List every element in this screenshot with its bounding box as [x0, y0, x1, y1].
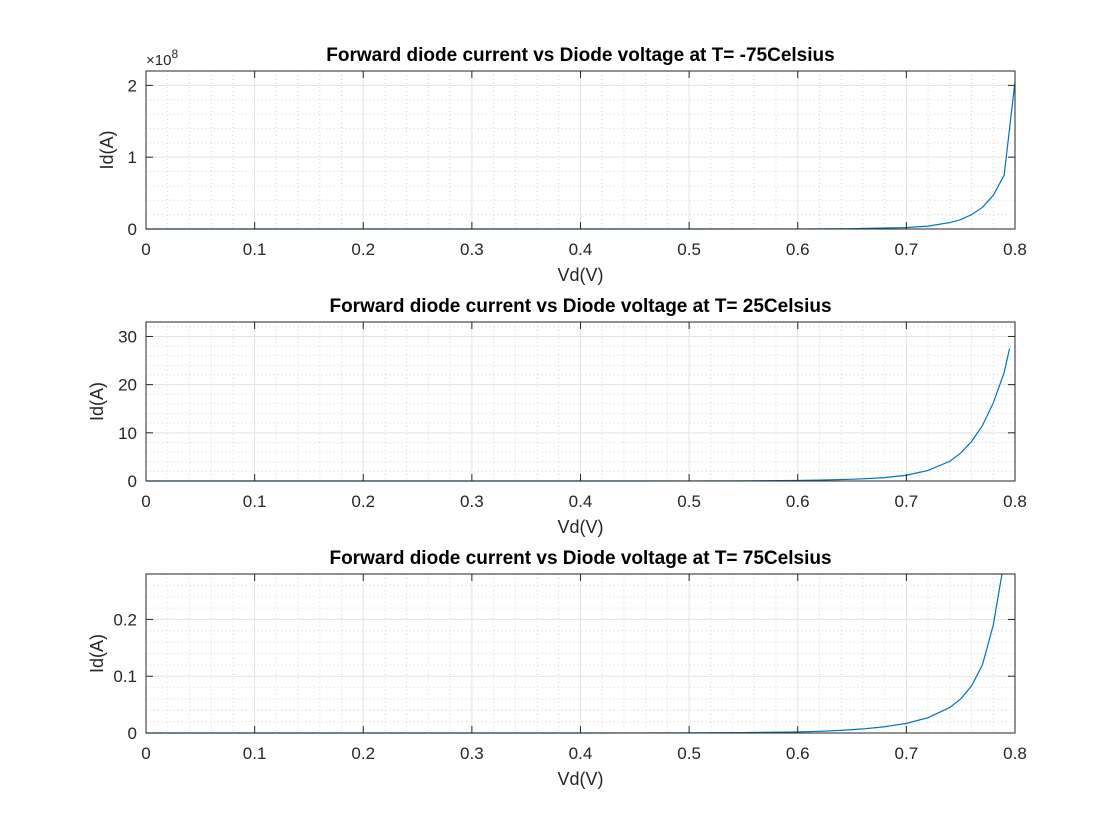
chart-title: Forward diode current vs Diode voltage a… [326, 45, 834, 66]
y-exponent-label: ×108 [146, 47, 178, 69]
x-tick-label: 0.6 [786, 744, 810, 763]
x-tick-label: 0.5 [677, 240, 701, 259]
x-tick-label: 0.7 [895, 492, 919, 511]
x-tick-label: 0.8 [1003, 240, 1027, 259]
y-tick-label: 10 [118, 424, 137, 443]
x-tick-label: 0.1 [243, 744, 267, 763]
x-tick-label: 0.3 [460, 744, 484, 763]
x-tick-label: 0.2 [351, 492, 375, 511]
x-tick-label: 0.6 [786, 240, 810, 259]
y-exponent-power: 8 [171, 47, 178, 61]
x-tick-label: 0.1 [243, 240, 267, 259]
y-tick-label: 2 [128, 76, 137, 95]
x-tick-label: 0 [141, 240, 150, 259]
chart-title: Forward diode current vs Diode voltage a… [329, 548, 831, 569]
y-axis-label: Id(A) [87, 634, 107, 673]
subplot-1: 0 0.1 0.2 0.3 0.4 0.5 0.6 0.7 0.8 0 1 2 Forward diod… [97, 45, 1027, 285]
x-axis-label: Vd(V) [557, 769, 603, 789]
x-tick-label: 0.3 [460, 240, 484, 259]
y-axis-label: Id(A) [87, 382, 107, 421]
x-tick-label: 0.2 [351, 240, 375, 259]
x-tick-label: 0.7 [895, 240, 919, 259]
x-tick-label: 0.4 [569, 240, 593, 259]
y-tick-label: 0 [128, 220, 137, 239]
x-tick-label: 0.1 [243, 492, 267, 511]
x-axis-label: Vd(V) [557, 517, 603, 537]
x-tick-label: 0.6 [786, 492, 810, 511]
y-tick-label: 0.2 [113, 610, 137, 629]
x-tick-label: 0.8 [1003, 492, 1027, 511]
x-tick-label: 0 [141, 744, 150, 763]
subplot-3: 0 0.1 0.2 0.3 0.4 0.5 0.6 0.7 0.8 0 0.1 0.2 Forward … [87, 548, 1027, 789]
x-tick-label: 0.8 [1003, 744, 1027, 763]
y-exponent-base: ×10 [146, 52, 171, 69]
x-axis-label: Vd(V) [557, 265, 603, 285]
x-tick-label: 0.2 [351, 744, 375, 763]
x-tick-label: 0.5 [677, 744, 701, 763]
subplot-2: 0 0.1 0.2 0.3 0.4 0.5 0.6 0.7 0.8 0 10 20 30 Forward … [87, 296, 1027, 537]
grid [145, 322, 1016, 482]
x-tick-label: 0 [141, 492, 150, 511]
y-tick-label: 0 [128, 472, 137, 491]
y-tick-label: 30 [118, 327, 137, 346]
x-tick-label: 0.4 [569, 744, 593, 763]
y-axis-label: Id(A) [97, 130, 117, 169]
y-tick-label: 0 [128, 724, 137, 743]
y-tick-label: 0.1 [113, 667, 137, 686]
x-tick-label: 0.7 [895, 744, 919, 763]
x-tick-label: 0.5 [677, 492, 701, 511]
x-tick-label: 0.4 [569, 492, 593, 511]
y-tick-label: 1 [128, 148, 137, 167]
y-tick-label: 20 [118, 376, 137, 395]
chart-title: Forward diode current vs Diode voltage a… [329, 296, 831, 317]
x-tick-label: 0.3 [460, 492, 484, 511]
